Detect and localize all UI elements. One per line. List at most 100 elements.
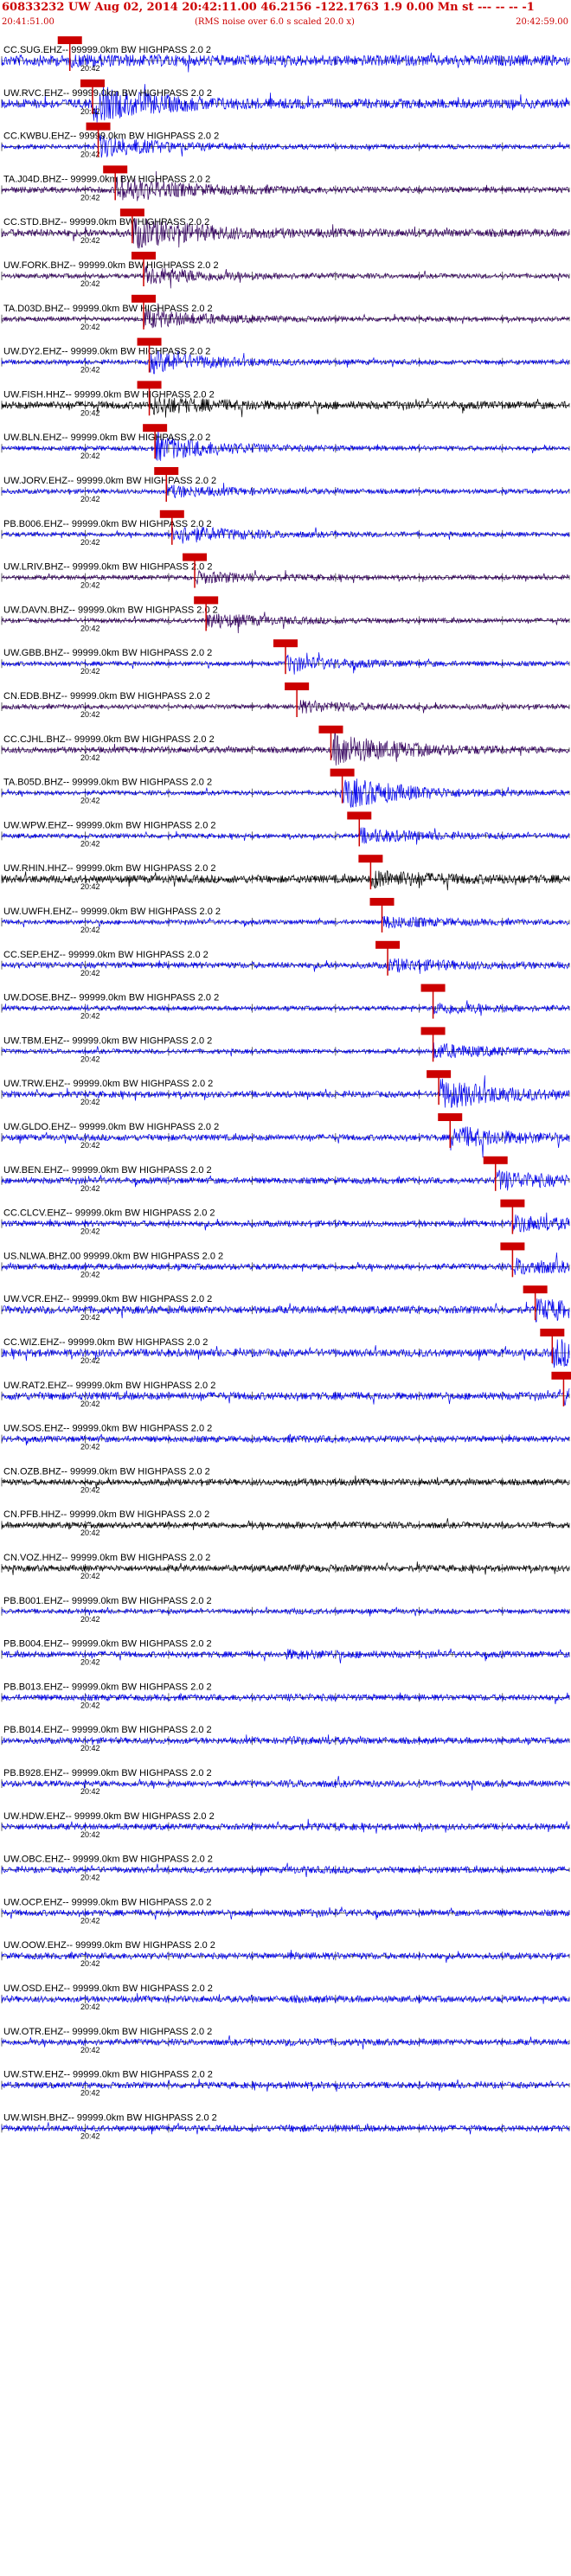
time-label: 20:42	[80, 323, 100, 331]
trace-row: UW.RAT2.EHZ-- 99999.0km BW HIGHPASS 2.0 …	[1, 1371, 571, 1408]
waveform-line	[2, 1000, 570, 1016]
time-label: 20:42	[80, 1227, 100, 1236]
waveform-line	[1, 1734, 570, 1746]
station-label: PB.B928.EHZ-- 99999.0km BW HIGHPASS 2.0 …	[3, 1768, 212, 1778]
pick-marker	[369, 898, 395, 906]
waveform-line	[1, 84, 570, 123]
time-label: 20:42	[80, 2089, 100, 2098]
station-label: PB.B013.EHZ-- 99999.0km BW HIGHPASS 2.0 …	[3, 1682, 212, 1692]
time-label: 20:42	[80, 624, 100, 632]
waveform-line	[1, 1648, 570, 1663]
trace-row: UW.FORK.BHZ-- 99999.0km BW HIGHPASS 2.0 …	[1, 252, 570, 289]
waveform-line	[1, 869, 570, 891]
pick-marker	[183, 553, 208, 561]
station-label: UW.OTR.EHZ-- 99999.0km BW HIGHPASS 2.0 2	[3, 2027, 212, 2037]
station-label: TA.B05D.BHZ-- 99999.0km BW HIGHPASS 2.0 …	[3, 778, 212, 788]
time-label: 20:42	[80, 1356, 100, 1365]
time-label: 20:42	[80, 1485, 100, 1494]
waveform-line	[1, 2122, 570, 2135]
time-label: 20:42	[80, 2046, 100, 2054]
trace-row: UW.GBB.BHZ-- 99999.0km BW HIGHPASS 2.0 2…	[1, 639, 570, 676]
station-label: PB.B006.EHZ-- 99999.0km BW HIGHPASS 2.0 …	[3, 519, 212, 529]
trace-row: UW.OCP.EHZ-- 99999.0km BW HIGHPASS 2.0 2…	[1, 1897, 570, 1925]
waveform-line	[1, 1169, 570, 1191]
pick-marker	[523, 1285, 548, 1294]
pick-marker	[438, 1113, 463, 1121]
pick-marker	[500, 1199, 525, 1208]
trace-row: UW.TBM.EHZ-- 99999.0km BW HIGHPASS 2.0 2…	[1, 1027, 570, 1063]
pick-marker	[483, 1156, 508, 1164]
waveform-line	[1, 1042, 570, 1059]
waveform-line	[1, 1518, 570, 1531]
station-label: CN.VOZ.HHZ-- 99999.0km BW HIGHPASS 2.0 2	[3, 1553, 210, 1563]
time-label: 20:42	[80, 1054, 100, 1063]
trace-row: CC.SUG.EHZ-- 99999.0km BW HIGHPASS 2.0 2…	[1, 36, 570, 73]
time-label: 20:42	[80, 753, 100, 762]
station-label: UW.LRIV.BHZ-- 99999.0km BW HIGHPASS 2.0 …	[3, 562, 212, 573]
station-label: UW.RAT2.EHZ-- 99999.0km BW HIGHPASS 2.0 …	[3, 1381, 215, 1391]
station-label: TA.D03D.BHZ-- 99999.0km BW HIGHPASS 2.0 …	[3, 304, 213, 314]
time-label: 20:42	[80, 1098, 100, 1106]
pick-marker	[500, 1242, 525, 1251]
waveform-line	[1, 612, 570, 634]
waveform-line	[1, 1126, 570, 1158]
station-label: UW.HDW.EHZ-- 99999.0km BW HIGHPASS 2.0 2	[3, 1811, 215, 1822]
waveform-line	[1, 1776, 570, 1791]
trace-row: UW.RHIN.HHZ-- 99999.0km BW HIGHPASS 2.0 …	[1, 855, 570, 891]
trace-row: PB.B014.EHZ-- 99999.0km BW HIGHPASS 2.0 …	[1, 1725, 570, 1753]
time-label: 20:42	[80, 1744, 100, 1753]
station-label: UW.FORK.BHZ-- 99999.0km BW HIGHPASS 2.0 …	[3, 260, 219, 271]
station-label: US.NLWA.BHZ.00 99999.0km BW HIGHPASS 2.0…	[3, 1251, 223, 1261]
pick-marker	[143, 424, 168, 433]
station-label: PB.B004.EHZ-- 99999.0km BW HIGHPASS 2.0 …	[3, 1639, 212, 1650]
waveform-line	[1, 915, 570, 929]
trace-row: CC.CJHL.BHZ-- 99999.0km BW HIGHPASS 2.0 …	[1, 725, 570, 766]
time-label: 20:42	[80, 1787, 100, 1796]
trace-row: CN.VOZ.HHZ-- 99999.0km BW HIGHPASS 2.0 2…	[1, 1553, 570, 1580]
station-label: UW.BLN.EHZ-- 99999.0km BW HIGHPASS 2.0 2	[3, 433, 210, 443]
station-label: PB.B001.EHZ-- 99999.0km BW HIGHPASS 2.0 …	[3, 1596, 212, 1606]
station-label: UW.WISH.BHZ-- 99999.0km BW HIGHPASS 2.0 …	[3, 2112, 217, 2123]
waveform-line	[1, 1692, 570, 1705]
pick-marker	[420, 984, 446, 992]
station-label: UW.OCP.EHZ-- 99999.0km BW HIGHPASS 2.0 2	[3, 1897, 211, 1907]
pick-marker	[137, 381, 162, 389]
pick-marker	[427, 1070, 452, 1079]
trace-row: TA.J04D.BHZ-- 99999.0km BW HIGHPASS 2.0 …	[1, 165, 570, 202]
waveform-line	[1, 1075, 570, 1108]
trace-row: UW.DY2.EHZ-- 99999.0km BW HIGHPASS 2.0 2…	[1, 337, 570, 375]
trace-row: CC.WIZ.EHZ-- 99999.0km BW HIGHPASS 2.0 2…	[1, 1329, 570, 1368]
pick-marker	[330, 768, 355, 777]
time-label: 20:42	[80, 1184, 100, 1193]
time-label: 20:42	[80, 1443, 100, 1451]
station-label: CN.EDB.BHZ-- 99999.0km BW HIGHPASS 2.0 2	[3, 691, 210, 702]
trace-row: UW.OSD.EHZ-- 99999.0km BW HIGHPASS 2.0 2…	[1, 1983, 570, 2011]
trace-row: UW.FISH.HHZ-- 99999.0km BW HIGHPASS 2.0 …	[1, 381, 570, 418]
waveform-line	[1, 1906, 570, 1920]
waveform-line	[1, 1252, 570, 1275]
time-label: 20:42	[80, 667, 100, 676]
trace-row: UW.BLN.EHZ-- 99999.0km BW HIGHPASS 2.0 2…	[1, 424, 570, 461]
station-label: CN.OZB.BHZ-- 99999.0km BW HIGHPASS 2.0 2	[3, 1466, 210, 1477]
time-label: 20:42	[80, 151, 100, 159]
pick-marker	[420, 1027, 446, 1035]
trace-row: CN.PFB.HHZ-- 99999.0km BW HIGHPASS 2.0 2…	[1, 1509, 570, 1537]
waveform-line	[1, 1298, 570, 1323]
station-label: UW.DY2.EHZ-- 99999.0km BW HIGHPASS 2.0 2	[3, 347, 210, 357]
pick-marker	[540, 1329, 565, 1336]
trace-row: UW.OOW.EHZ-- 99999.0km BW HIGHPASS 2.0 2…	[1, 1940, 570, 1968]
time-label: 20:42	[80, 236, 100, 245]
trace-row: PB.B004.EHZ-- 99999.0km BW HIGHPASS 2.0 …	[1, 1639, 570, 1667]
trace-row: CC.SEP.EHZ-- 99999.0km BW HIGHPASS 2.0 2…	[1, 940, 570, 977]
trace-row: UW.STW.EHZ-- 99999.0km BW HIGHPASS 2.0 2…	[1, 2070, 570, 2098]
trace-row: UW.RVC.EHZ-- 99999.0km BW HIGHPASS 2.0 2…	[1, 79, 570, 123]
time-label: 20:42	[80, 64, 100, 73]
station-label: UW.JORV.EHZ-- 99999.0km BW HIGHPASS 2.0 …	[3, 476, 216, 486]
waveform-line	[1, 134, 570, 158]
waveform-line	[1, 1475, 570, 1490]
pick-marker	[375, 940, 401, 949]
station-label: CC.SUG.EHZ-- 99999.0km BW HIGHPASS 2.0 2	[3, 45, 211, 55]
station-label: TA.J04D.BHZ-- 99999.0km BW HIGHPASS 2.0 …	[3, 174, 210, 184]
trace-row: TA.D03D.BHZ-- 99999.0km BW HIGHPASS 2.0 …	[1, 294, 570, 331]
waveform-line	[1, 1950, 570, 1964]
